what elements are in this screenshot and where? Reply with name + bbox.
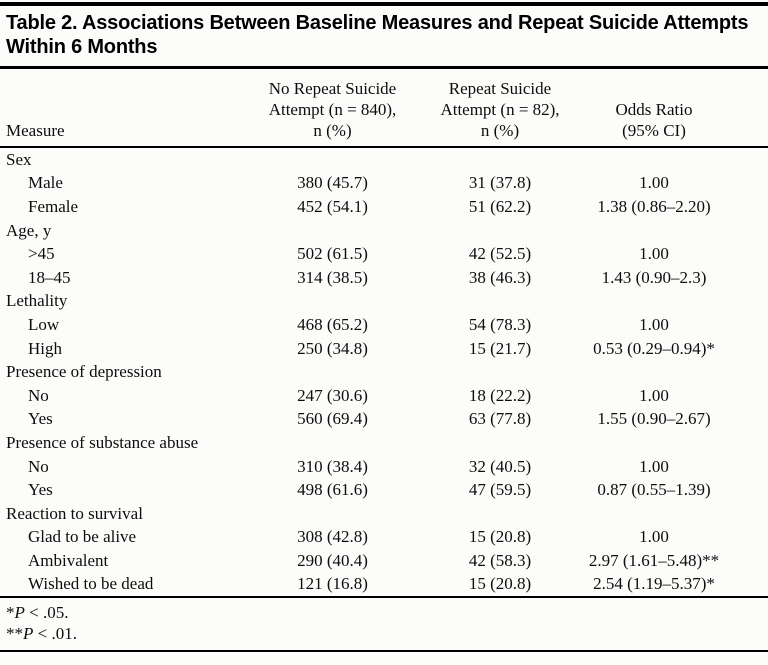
group-label-cell: Age, y	[6, 220, 52, 240]
odds-ratio-cell: 1.55 (0.90–2.67)	[597, 409, 711, 429]
repeat-cell: 51 (62.2)	[468, 196, 532, 216]
no-repeat-cell: 502 (61.5)	[297, 244, 368, 264]
group-row: Presence of substance abuse	[0, 431, 768, 455]
odds-ratio-cell: 1.38 (0.86–2.20)	[597, 196, 711, 216]
footnote-p-symbol: P	[23, 624, 34, 644]
no-repeat-cell: 310 (38.4)	[297, 456, 368, 476]
repeat-cell: 38 (46.3)	[468, 267, 532, 287]
measure-cell: High	[28, 338, 62, 358]
title-divider-rule	[0, 66, 768, 69]
table-row: Female 452 (54.1) 51 (62.2) 1.38 (0.86–2…	[0, 195, 768, 219]
top-border-rule	[0, 2, 768, 6]
measure-cell: Low	[28, 314, 60, 334]
measure-cell: Yes	[28, 409, 53, 429]
no-repeat-cell: 250 (34.8)	[297, 338, 368, 358]
table-row: >45 502 (61.5) 42 (52.5) 1.00	[0, 242, 768, 266]
no-repeat-cell: 121 (16.8)	[297, 574, 368, 594]
odds-ratio-cell: 1.00	[639, 385, 669, 405]
table-row: Low 468 (65.2) 54 (78.3) 1.00	[0, 313, 768, 337]
repeat-cell: 15 (21.7)	[468, 338, 532, 358]
footnote-stars: **	[6, 624, 23, 644]
table-row: High 250 (34.8) 15 (21.7) 0.53 (0.29–0.9…	[0, 337, 768, 361]
repeat-cell: 63 (77.8)	[468, 409, 532, 429]
table-row: Yes 498 (61.6) 47 (59.5) 0.87 (0.55–1.39…	[0, 478, 768, 502]
table-row: 18–45 314 (38.5) 38 (46.3) 1.43 (0.90–2.…	[0, 266, 768, 290]
table-row: Yes 560 (69.4) 63 (77.8) 1.55 (0.90–2.67…	[0, 408, 768, 432]
no-repeat-cell: 560 (69.4)	[297, 409, 368, 429]
footnote-text: < .01.	[33, 624, 77, 644]
odds-ratio-cell: 1.00	[639, 456, 669, 476]
repeat-cell: 42 (58.3)	[468, 550, 532, 570]
repeat-cell: 15 (20.8)	[468, 574, 532, 594]
group-label-cell: Sex	[6, 149, 32, 169]
table-row: Glad to be alive 308 (42.8) 15 (20.8) 1.…	[0, 526, 768, 550]
associations-table: Measure No Repeat Suicide Attempt (n = 8…	[0, 69, 768, 596]
odds-ratio-cell: 1.00	[639, 527, 669, 547]
repeat-cell: 42 (52.5)	[468, 244, 532, 264]
odds-ratio-cell: 2.97 (1.61–5.48)**	[588, 550, 720, 570]
measure-cell: Wished to be dead	[28, 574, 154, 594]
no-repeat-cell: 314 (38.5)	[297, 267, 368, 287]
measure-cell: No	[28, 385, 49, 405]
repeat-cell: 31 (37.8)	[468, 173, 532, 193]
table-row: Wished to be dead 121 (16.8) 15 (20.8) 2…	[0, 573, 768, 597]
group-row: Reaction to survival	[0, 502, 768, 526]
odds-ratio-cell: 1.00	[639, 314, 669, 334]
measure-cell: Yes	[28, 480, 53, 500]
measure-cell: No	[28, 456, 49, 476]
odds-ratio-cell: 1.00	[639, 244, 669, 264]
no-repeat-cell: 308 (42.8)	[297, 527, 368, 547]
table-row: Ambivalent 290 (40.4) 42 (58.3) 2.97 (1.…	[0, 549, 768, 573]
repeat-cell: 54 (78.3)	[468, 314, 532, 334]
group-label-cell: Reaction to survival	[6, 503, 143, 523]
repeat-cell: 18 (22.2)	[468, 385, 532, 405]
group-row: Sex	[0, 147, 768, 172]
measure-cell: 18–45	[28, 267, 71, 287]
table-row: No 310 (38.4) 32 (40.5) 1.00	[0, 455, 768, 479]
no-repeat-cell: 468 (65.2)	[297, 314, 368, 334]
footnote-p01: **P < .01.	[6, 623, 768, 644]
measure-cell: >45	[28, 244, 55, 264]
repeat-cell: 32 (40.5)	[468, 456, 532, 476]
footnote-p-symbol: P	[14, 603, 25, 623]
col-header-no-repeat: No Repeat Suicide Attempt (n = 840), n (…	[245, 69, 420, 148]
col-header-odds-ratio: Odds Ratio (95% CI)	[580, 69, 768, 148]
measure-cell: Male	[28, 173, 63, 193]
odds-ratio-cell: 2.54 (1.19–5.37)*	[593, 574, 715, 594]
table-row: No 247 (30.6) 18 (22.2) 1.00	[0, 384, 768, 408]
bottom-border-rule	[0, 650, 768, 653]
odds-ratio-cell: 1.00	[639, 173, 669, 193]
group-row: Presence of depression	[0, 360, 768, 384]
header-row: Measure No Repeat Suicide Attempt (n = 8…	[0, 69, 768, 148]
measure-cell: Ambivalent	[28, 550, 109, 570]
no-repeat-cell: 247 (30.6)	[297, 385, 368, 405]
table-title: Table 2. Associations Between Baseline M…	[6, 12, 749, 58]
group-label-cell: Presence of substance abuse	[6, 432, 199, 452]
col-header-measure: Measure	[0, 69, 245, 148]
repeat-cell: 15 (20.8)	[468, 527, 532, 547]
no-repeat-cell: 498 (61.6)	[297, 480, 368, 500]
odds-ratio-cell: 0.87 (0.55–1.39)	[597, 480, 711, 500]
table-footnotes: *P < .05. **P < .01.	[0, 596, 768, 649]
group-label-cell: Lethality	[6, 291, 68, 311]
repeat-cell: 47 (59.5)	[468, 480, 532, 500]
group-label-cell: Presence of depression	[6, 362, 162, 382]
group-row: Lethality	[0, 290, 768, 314]
footnote-stars: *	[6, 603, 15, 623]
odds-ratio-cell: 1.43 (0.90–2.3)	[601, 267, 707, 287]
group-row: Age, y	[0, 219, 768, 243]
no-repeat-cell: 380 (45.7)	[297, 173, 368, 193]
footnote-p05: *P < .05.	[6, 602, 768, 623]
table-row: Male 380 (45.7) 31 (37.8) 1.00	[0, 172, 768, 196]
measure-cell: Glad to be alive	[28, 527, 137, 547]
measure-cell: Female	[28, 196, 79, 216]
no-repeat-cell: 452 (54.1)	[297, 196, 368, 216]
col-header-repeat: Repeat Suicide Attempt (n = 82), n (%)	[420, 69, 580, 148]
footnote-text: < .05.	[24, 603, 69, 623]
no-repeat-cell: 290 (40.4)	[297, 550, 368, 570]
odds-ratio-cell: 0.53 (0.29–0.94)*	[593, 338, 715, 358]
